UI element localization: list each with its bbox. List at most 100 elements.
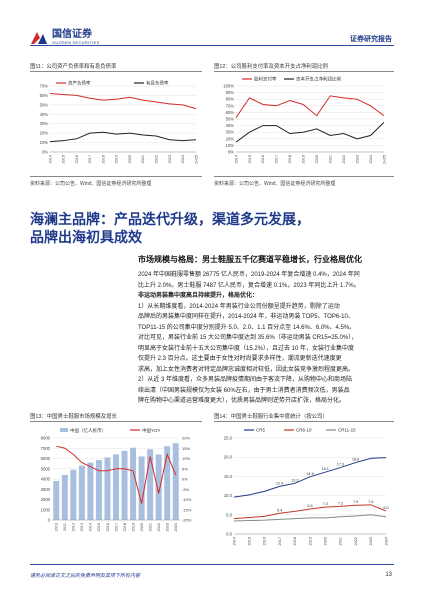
fig12-title-rule bbox=[214, 71, 394, 72]
y-tick-label: 5.0 bbox=[226, 512, 232, 517]
y-tick-label: 20% bbox=[226, 136, 235, 141]
series-line bbox=[56, 445, 177, 504]
y-tick-label: 80% bbox=[226, 97, 235, 102]
x-tick-label: 2023 bbox=[166, 523, 170, 531]
y2-tick-label: -5% bbox=[182, 487, 190, 492]
x-tick-label: 2016 bbox=[261, 155, 265, 163]
section-title-line2: 品牌出海初具成效 bbox=[30, 229, 142, 245]
legend-label: CR5 bbox=[256, 428, 265, 433]
subheading: 市场规模与格局：男士鞋服五千亿赛道平稳增长，行业格局优化 bbox=[138, 255, 362, 264]
fig14-title: 图14：中国男士鞋服行业集中度统计（按公司） bbox=[214, 414, 328, 420]
y-tick-label: 10.0 bbox=[224, 493, 233, 498]
legend-swatch bbox=[60, 428, 68, 432]
x-tick-label: 2024 bbox=[181, 155, 185, 163]
y-tick-label: 0.0 bbox=[226, 532, 232, 537]
x-tick-label: 2022 bbox=[342, 155, 346, 163]
y-tick-label: 70% bbox=[40, 84, 49, 89]
bar bbox=[155, 454, 162, 520]
x-tick-label: 2011 bbox=[63, 523, 67, 531]
legend-label: CR6-10 bbox=[296, 428, 312, 433]
x-tick-label: 2020 bbox=[324, 537, 328, 545]
section-title: 海澜主品牌：产品迭代升级，渠道多元发展， 品牌出海初具成效 bbox=[30, 210, 394, 246]
x-tick-label: 2023 bbox=[369, 537, 373, 545]
x-tick-label: 2019 bbox=[131, 523, 135, 531]
paragraph-line: 品牌后的男装集中度同样在提升，2014-2024 年，非运动男装 TOP5、TO… bbox=[138, 314, 354, 320]
series-line bbox=[235, 121, 385, 143]
x-tick-label: 2020 bbox=[140, 523, 144, 531]
data-label: 16.1 bbox=[322, 467, 329, 471]
x-tick-label: 2019 bbox=[115, 155, 119, 163]
paragraph-line: 仅提升 2.3 百分点。这主要由于女性对时尚要求多样性，潮流更新迭代速度更 bbox=[138, 356, 342, 362]
y-tick-label: 15.0 bbox=[224, 474, 233, 479]
x-tick-label: 2021 bbox=[141, 155, 145, 163]
x-tick-label: 2018 bbox=[293, 537, 297, 545]
y-tick-label: 10% bbox=[40, 140, 49, 145]
x-tick-label: 2015 bbox=[248, 155, 252, 163]
bar bbox=[147, 449, 154, 520]
x-tick-label: 2015 bbox=[248, 537, 252, 545]
data-label: 12.4 bbox=[276, 481, 283, 485]
legend-label: 中国YOY bbox=[142, 427, 161, 434]
fig14-chart: 0.0 5.0 10.0 15.0 20.0 25.0 2014 2015 2016 2017 20… bbox=[224, 428, 389, 546]
paragraph-heading: 非运动男装集中度高且持续提升，格局优化： bbox=[138, 293, 259, 299]
brand-logo: 国信证券 GUOSEN SECURITIES bbox=[30, 30, 100, 45]
x-tick-label: 1H25 bbox=[194, 155, 198, 164]
fig13-chart: 0 1000 2000 3000 4000 5000 6000 7000 8000 -20% -15… bbox=[41, 427, 192, 531]
paragraph-line: 1）从长期维度看，2014-2024 年男装行业公司份额呈提升趋势，剔除了运动 bbox=[138, 303, 340, 310]
y-tick-label: 50% bbox=[40, 102, 49, 107]
y2-tick-label: 0% bbox=[182, 477, 188, 482]
x-tick-label: 2024 bbox=[369, 155, 373, 163]
legend-label: 资产负债率 bbox=[68, 80, 91, 87]
y-tick-label: 8000 bbox=[41, 436, 51, 441]
fig12-source: 资料来源：公司公告、Wind、国信证券经济研究所整理 bbox=[214, 181, 336, 187]
x-tick-label: 2014 bbox=[232, 537, 236, 545]
series-line bbox=[49, 93, 197, 110]
bar bbox=[61, 474, 68, 520]
bar bbox=[78, 465, 85, 520]
fig12-bottom-rule bbox=[214, 176, 394, 177]
y2-tick-label: -20% bbox=[182, 518, 192, 523]
y-tick-label: 90% bbox=[226, 90, 235, 95]
bar bbox=[104, 457, 111, 520]
x-tick-label: 2017 bbox=[114, 523, 118, 531]
fig13-title-rule bbox=[30, 421, 202, 422]
y-tick-label: 30% bbox=[226, 130, 235, 135]
paragraph-line: 明显高于女装行业前十五大公司集中度（15.2%），且过去 10 年，女装行业集中… bbox=[138, 345, 355, 352]
paragraph-line: 牌在购物中心渠道运营难度更大），优质男装品牌则逆势开店扩张，格局分化。 bbox=[138, 398, 346, 404]
y2-tick-label: 5% bbox=[182, 466, 188, 471]
bar bbox=[87, 462, 94, 520]
data-label: 6.0 bbox=[383, 506, 388, 510]
y-tick-label: 100% bbox=[223, 84, 234, 89]
bar bbox=[138, 456, 145, 520]
x-tick-label: 2024 bbox=[384, 537, 388, 545]
footer-divider bbox=[30, 564, 394, 565]
x-tick-label: 1H25 bbox=[382, 155, 386, 164]
series-line bbox=[233, 514, 387, 522]
fig12-title: 图12：公司股利支付率及资本开支占净利润比例 bbox=[214, 64, 328, 70]
series-line bbox=[49, 131, 197, 143]
data-label: 5.4 bbox=[277, 508, 282, 512]
bar bbox=[95, 460, 102, 520]
data-label: 7.5 bbox=[353, 500, 358, 504]
y-tick-label: 60% bbox=[226, 110, 235, 115]
bar bbox=[70, 469, 77, 520]
x-tick-label: 2015 bbox=[97, 523, 101, 531]
y-tick-label: 40% bbox=[40, 112, 49, 117]
brand-logo-icon bbox=[31, 31, 47, 44]
y-tick-label: 40% bbox=[226, 123, 235, 128]
bar bbox=[164, 446, 171, 520]
legend-label: 中国（亿人民币） bbox=[70, 427, 106, 434]
x-tick-label: 2017 bbox=[275, 155, 279, 163]
y2-tick-label: 10% bbox=[182, 456, 190, 461]
y-tick-label: 3000 bbox=[41, 487, 51, 492]
x-tick-label: 2014 bbox=[89, 523, 93, 531]
x-tick-label: 2012 bbox=[72, 523, 76, 531]
x-tick-label: 2010 bbox=[55, 523, 59, 531]
y-tick-label: 30% bbox=[40, 121, 49, 126]
y-tick-label: 0 bbox=[48, 518, 51, 523]
x-tick-label: 2023 bbox=[168, 155, 172, 163]
y-tick-label: 25.0 bbox=[224, 436, 233, 441]
body-text: 2024 年中国鞋服零售额 26775 亿人民币，2019-2024 年复合增速… bbox=[138, 270, 394, 407]
fig11-title: 图11：公司资产负债率和有息负债率 bbox=[30, 64, 117, 70]
brand-name-cn: 国信证券 bbox=[52, 29, 92, 40]
